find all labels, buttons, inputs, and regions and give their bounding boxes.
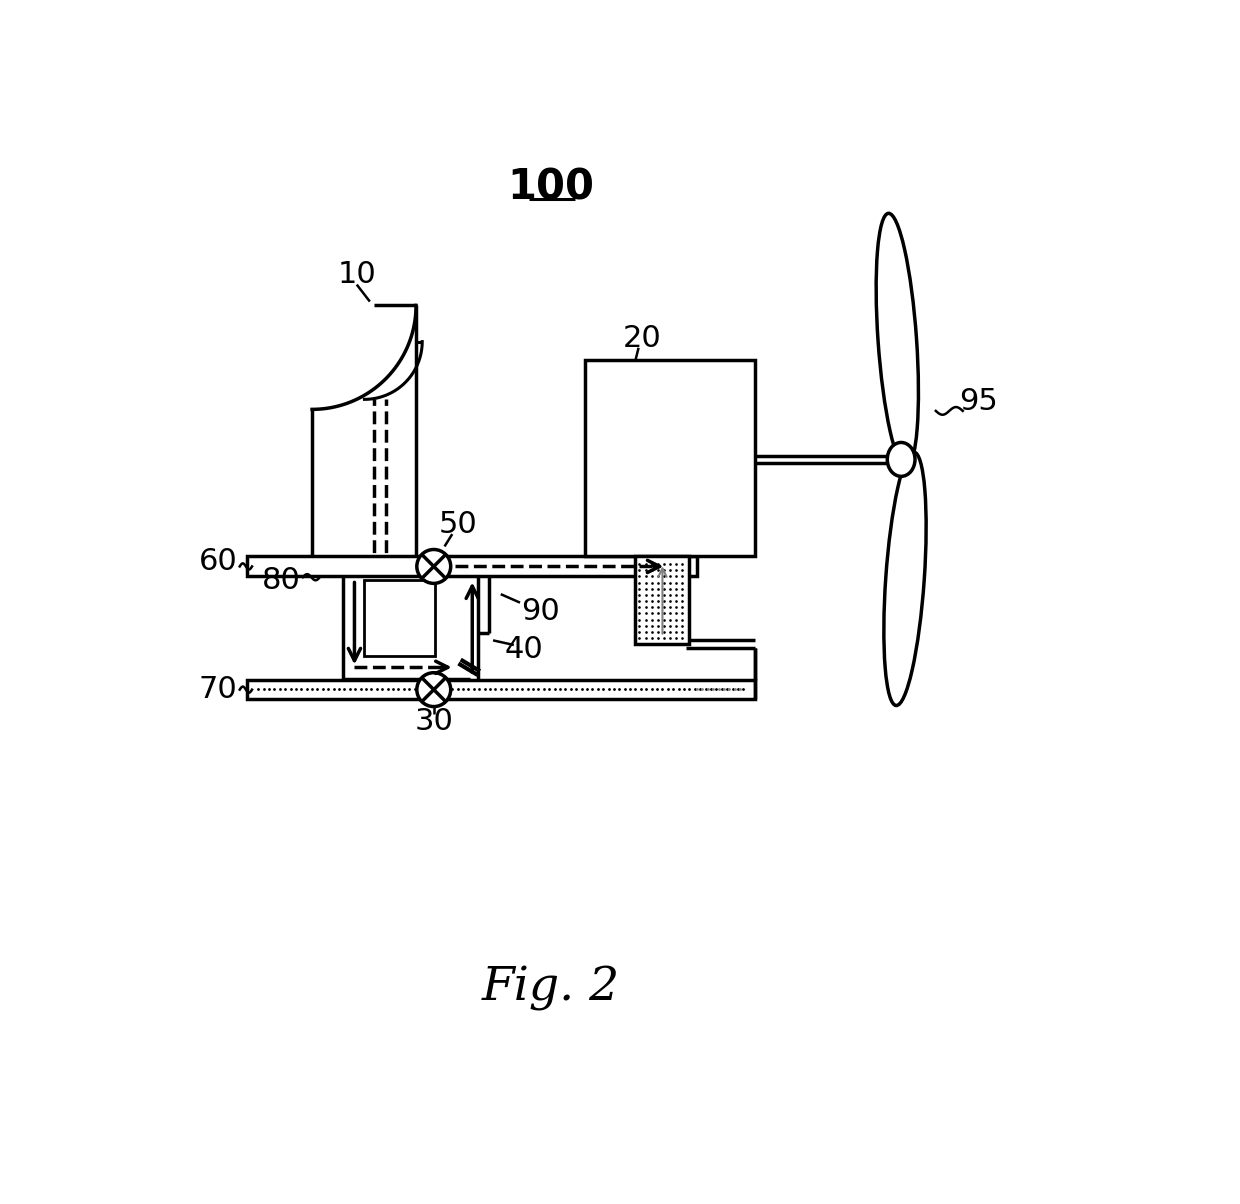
Text: 40: 40: [505, 635, 543, 665]
Text: 20: 20: [622, 324, 661, 353]
Bar: [247, 556, 697, 576]
Bar: [247, 679, 755, 698]
Text: 70: 70: [198, 675, 237, 704]
Text: 100: 100: [507, 166, 594, 208]
Text: 50: 50: [439, 510, 477, 539]
Text: 95: 95: [959, 388, 997, 417]
Text: 30: 30: [414, 707, 453, 736]
Text: 60: 60: [198, 548, 237, 577]
Circle shape: [417, 673, 450, 707]
Text: 10: 10: [337, 260, 376, 289]
Bar: [365, 579, 435, 656]
Text: 90: 90: [522, 597, 560, 626]
Text: Fig. 2: Fig. 2: [481, 966, 620, 1011]
Circle shape: [417, 549, 450, 584]
Ellipse shape: [888, 443, 915, 477]
Ellipse shape: [877, 213, 919, 467]
Bar: [635, 556, 689, 644]
Bar: [585, 360, 755, 556]
Text: 80: 80: [262, 566, 300, 595]
Ellipse shape: [884, 452, 926, 706]
